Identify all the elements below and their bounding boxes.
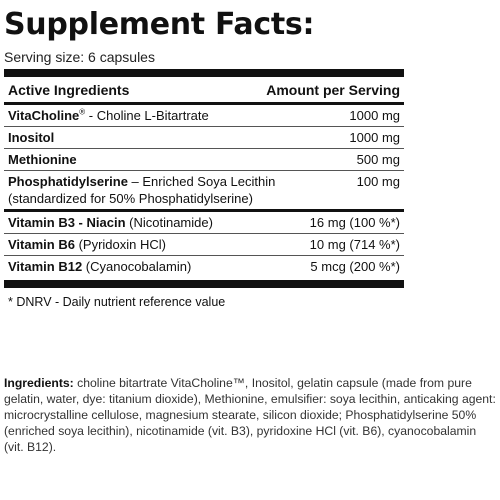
bottom-thick-divider [4,280,404,288]
table-row: Methionine 500 mg [4,149,404,170]
panel-title: Supplement Facts: [4,7,315,42]
ingredient-name: Methionine [8,152,77,167]
table-header: Active Ingredients Amount per Serving [4,77,404,102]
active-ingredients-header: Active Ingredients [8,82,130,98]
serving-size: Serving size: 6 capsules [4,49,155,65]
ingredient-amount: 5 mcg (200 %*) [310,259,400,274]
ingredient-amount: 10 mg (714 %*) [309,237,400,252]
dnrv-footnote: * DNRV - Daily nutrient reference value [8,295,226,309]
row-divider [4,170,404,171]
row-divider [4,126,404,127]
ingredient-detail: (Cyanocobalamin) [82,259,192,274]
ingredient-name: Phosphatidylserine [8,174,128,189]
ingredient-detail: (Nicotinamide) [125,215,213,230]
ingredient-amount: 100 mg [356,174,400,189]
thick-divider [4,69,404,77]
ingredient-name: Inositol [8,130,55,145]
section-divider [4,209,404,212]
ingredient-detail: – Enriched Soya Lecithin [127,174,276,189]
ingredient-name: VitaCholine [8,108,80,123]
table-row: Phosphatidylserine – Enriched Soya Lecit… [4,171,404,209]
ingredient-name: Vitamin B3 - Niacin [8,215,126,230]
ingredient-name: Vitamin B6 [8,237,75,252]
row-divider [4,148,404,149]
row-divider [4,255,404,256]
table-row: Vitamin B3 - Niacin (Nicotinamide) 16 mg… [4,212,404,233]
registered-mark: ® [79,107,86,117]
header-divider [4,102,404,105]
ingredient-amount: 500 mg [356,152,400,167]
ingredient-detail-line2: (standardized for 50% Phosphatidylserine… [8,191,253,206]
ingredients-paragraph: Ingredients: choline bitartrate VitaChol… [4,375,498,455]
ingredients-label: Ingredients: [4,376,74,390]
supplement-facts-panel: Supplement Facts: Serving size: 6 capsul… [4,6,404,310]
ingredient-detail: - Choline L-Bitartrate [85,108,209,123]
ingredient-detail: (Pyridoxin HCl) [74,237,166,252]
table-row: Vitamin B12 (Cyanocobalamin) 5 mcg (200 … [4,256,404,277]
ingredient-name: Vitamin B12 [8,259,83,274]
row-divider [4,233,404,234]
ingredients-text: choline bitartrate VitaCholine™, Inosito… [4,376,496,454]
ingredient-amount: 1000 mg [349,108,400,123]
table-row: VitaCholine® - Choline L-Bitartrate 1000… [4,105,404,126]
table-row: Vitamin B6 (Pyridoxin HCl) 10 mg (714 %*… [4,234,404,255]
amount-header: Amount per Serving [266,82,400,98]
ingredient-amount: 1000 mg [349,130,400,145]
table-row: Inositol 1000 mg [4,127,404,148]
ingredient-amount: 16 mg (100 %*) [309,215,400,230]
